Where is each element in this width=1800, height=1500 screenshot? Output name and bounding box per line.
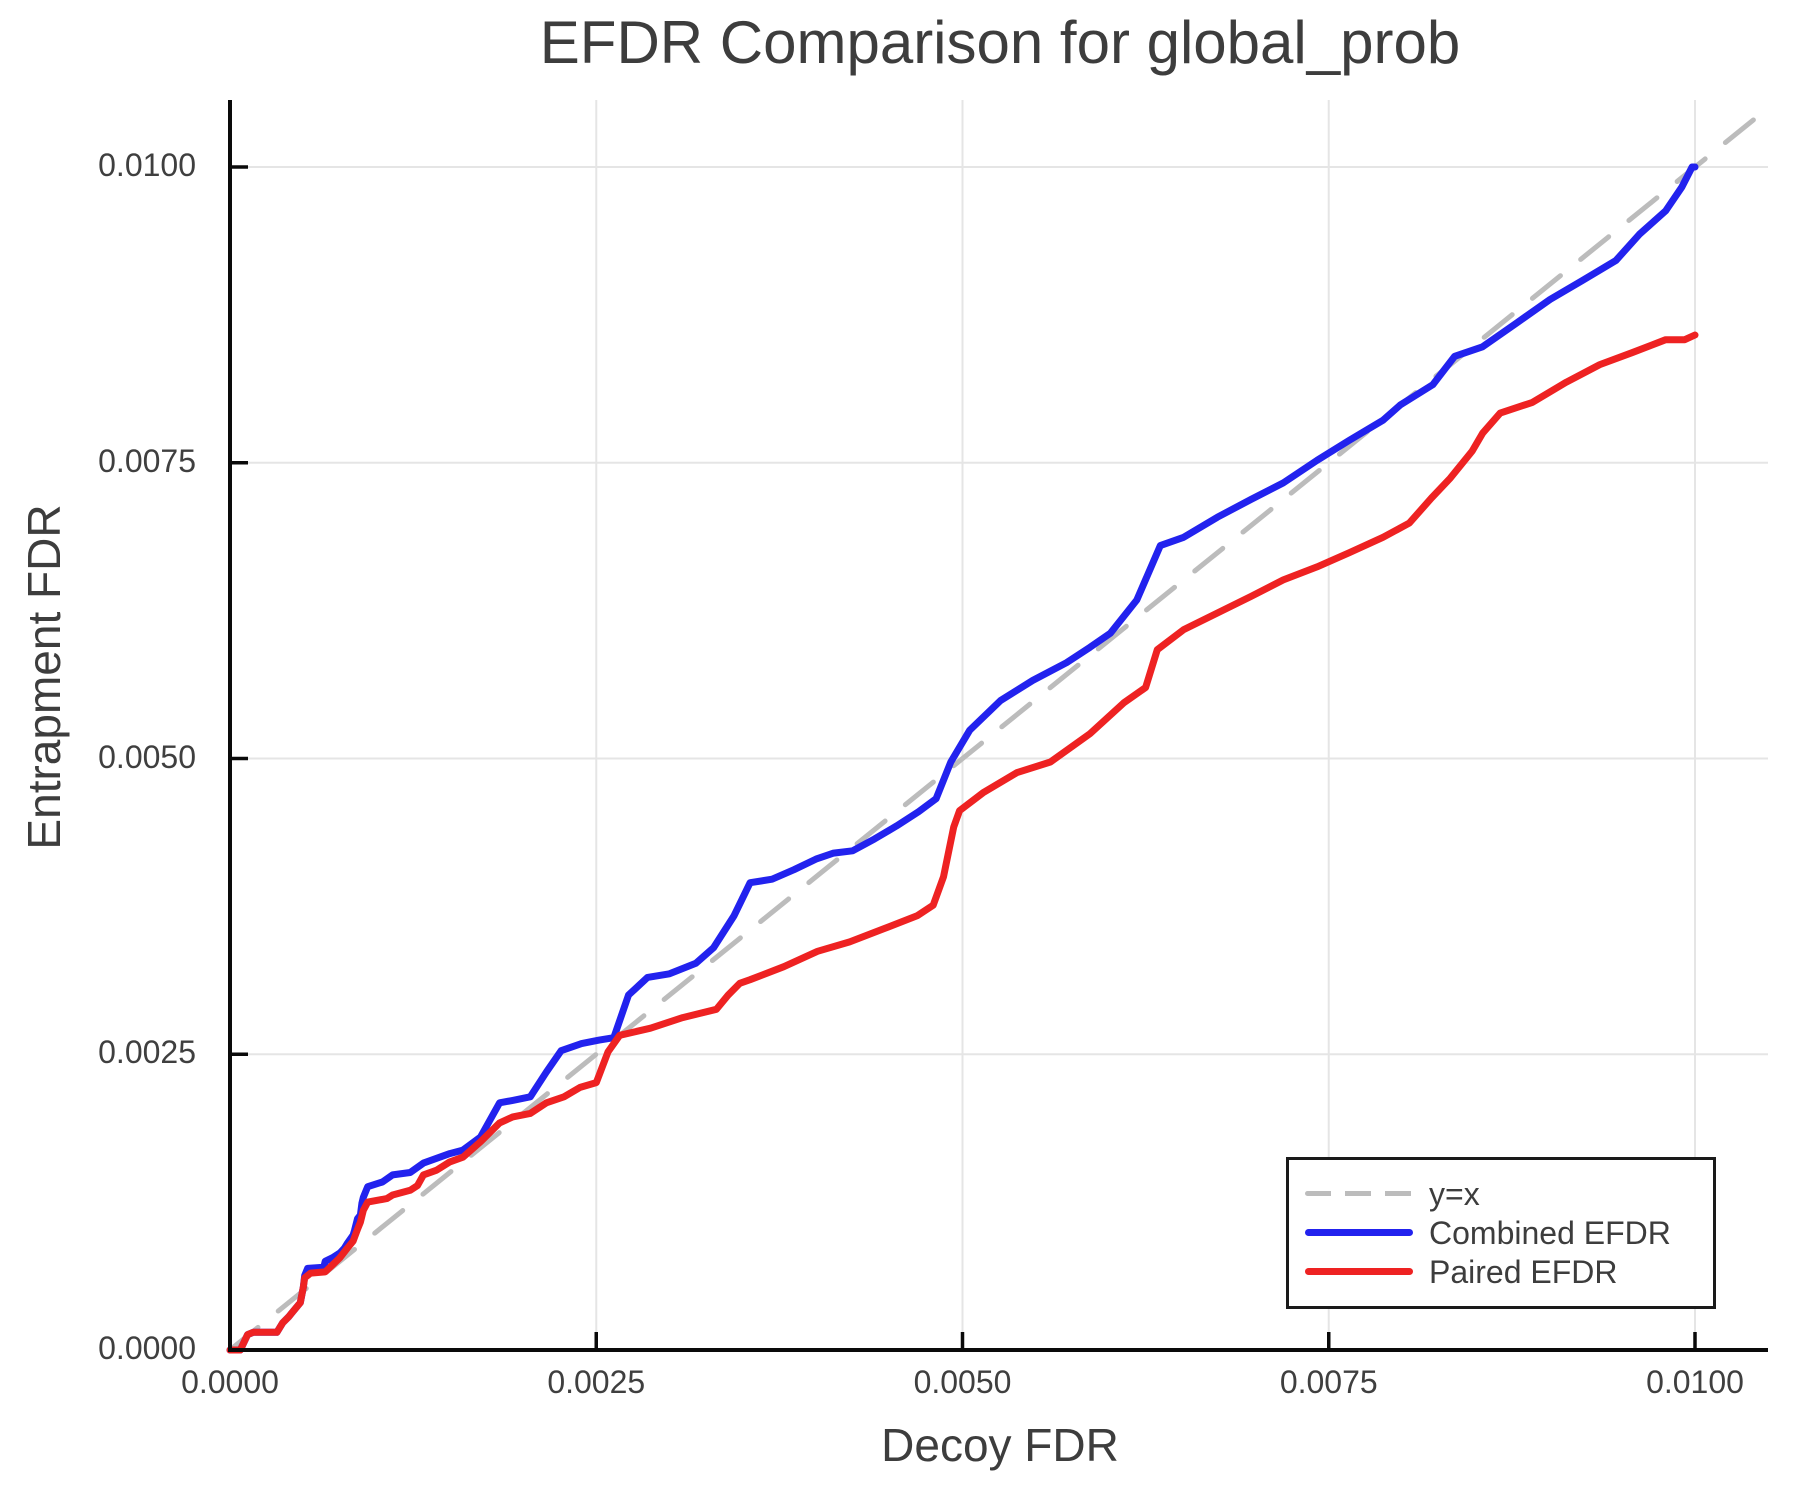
legend-label: Combined EFDR [1429, 1214, 1671, 1251]
y-tick-label: 0.0050 [98, 738, 196, 775]
legend-label: Paired EFDR [1429, 1253, 1618, 1290]
legend-item-paired-efdr: Paired EFDR [1305, 1252, 1713, 1291]
x-tick-label: 0.0000 [181, 1364, 279, 1400]
x-tick-label: 0.0100 [1646, 1364, 1744, 1400]
identity-line [227, 105, 1771, 1353]
combined-efdr-line [226, 163, 1699, 1354]
x-tick-label: 0.0050 [913, 1364, 1012, 1400]
y-tick-label: 0.0075 [98, 442, 196, 479]
dashed-line-sample [1305, 1191, 1413, 1196]
paired-efdr-line [226, 331, 1699, 1354]
y-tick-label: 0.0100 [98, 147, 196, 183]
chart-title: EFDR Comparison for global_prob [539, 9, 1461, 76]
legend-box: y=x Combined EFDR Paired EFDR [1286, 1157, 1716, 1309]
blue-line-sample [1305, 1229, 1413, 1236]
y-tick-label: 0.0025 [98, 1034, 196, 1071]
y-axis-label: Entrapment FDR [18, 504, 70, 850]
legend-item-yx: y=x [1305, 1174, 1713, 1213]
legend-item-combined-efdr: Combined EFDR [1305, 1213, 1713, 1252]
x-tick-label: 0.0075 [1279, 1364, 1378, 1400]
y-tick-label: 0.0000 [98, 1330, 196, 1366]
legend-label: y=x [1429, 1175, 1480, 1212]
red-line-sample [1305, 1268, 1413, 1275]
x-axis-label: Decoy FDR [881, 1419, 1119, 1471]
x-tick-label: 0.0025 [547, 1364, 646, 1400]
